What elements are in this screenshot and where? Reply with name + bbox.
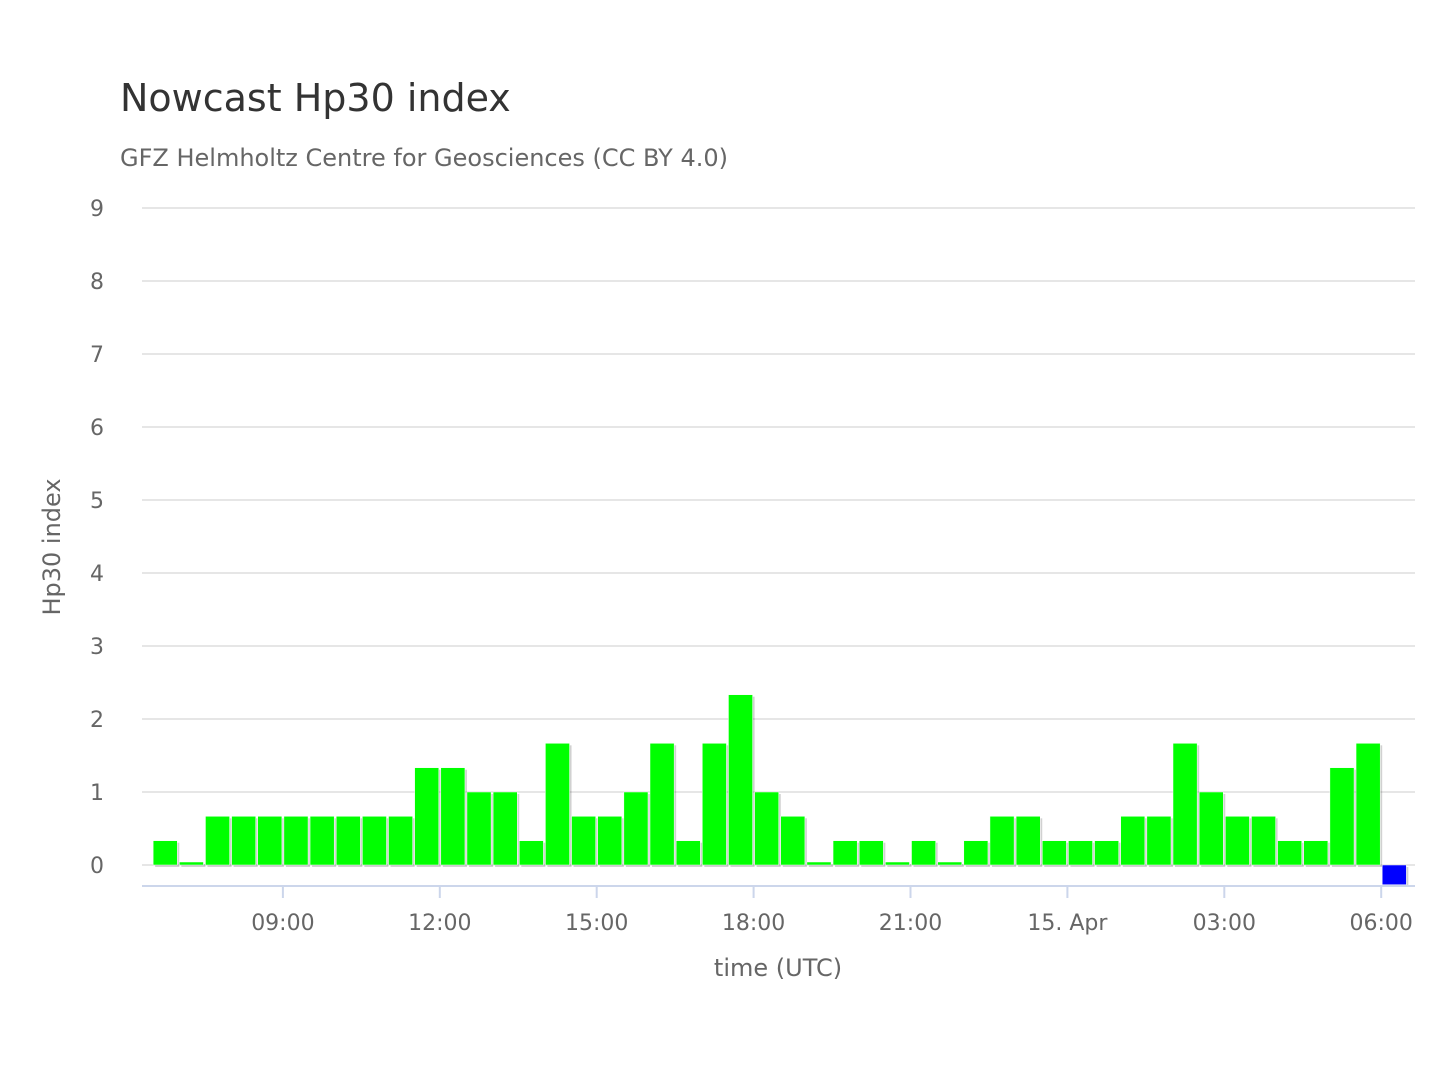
bar[interactable] bbox=[309, 816, 335, 866]
bar[interactable] bbox=[1329, 767, 1355, 866]
bar-shadow bbox=[181, 864, 206, 867]
bar[interactable] bbox=[649, 743, 675, 866]
y-tick-label: 1 bbox=[90, 781, 104, 806]
bar[interactable] bbox=[414, 767, 440, 866]
bar[interactable] bbox=[832, 840, 858, 866]
x-tick-label: 15. Apr bbox=[1027, 911, 1108, 936]
x-tick-label: 03:00 bbox=[1193, 911, 1256, 936]
bar[interactable] bbox=[440, 767, 466, 866]
bar[interactable] bbox=[1120, 816, 1146, 866]
bar[interactable] bbox=[545, 743, 570, 866]
chart-subtitle: GFZ Helmholtz Centre for Geosciences (CC… bbox=[120, 144, 729, 172]
bar[interactable] bbox=[257, 816, 283, 866]
bar[interactable] bbox=[1042, 840, 1067, 866]
y-tick-label: 5 bbox=[90, 489, 104, 514]
bar[interactable] bbox=[362, 816, 387, 866]
bar[interactable] bbox=[1068, 840, 1093, 866]
bar[interactable] bbox=[754, 791, 779, 866]
bar[interactable] bbox=[1277, 840, 1302, 866]
y-tick-label: 9 bbox=[90, 197, 104, 222]
bar[interactable] bbox=[597, 816, 623, 866]
bar[interactable] bbox=[205, 816, 230, 866]
x-tick-label: 18:00 bbox=[722, 911, 785, 936]
y-tick-label: 6 bbox=[90, 416, 104, 441]
bar[interactable] bbox=[885, 861, 910, 866]
bar[interactable] bbox=[963, 840, 989, 866]
y-tick-label: 3 bbox=[90, 635, 104, 660]
bar-pending[interactable] bbox=[1381, 864, 1407, 885]
bar[interactable] bbox=[937, 861, 963, 866]
bar-shadow bbox=[939, 864, 964, 867]
bar[interactable] bbox=[231, 816, 257, 866]
bar[interactable] bbox=[466, 791, 492, 866]
bar[interactable] bbox=[1303, 840, 1329, 866]
y-tick-label: 2 bbox=[90, 708, 104, 733]
bar[interactable] bbox=[728, 694, 753, 866]
bar[interactable] bbox=[1355, 743, 1381, 866]
bar[interactable] bbox=[388, 816, 413, 866]
bar[interactable] bbox=[283, 816, 309, 866]
x-tick-label: 09:00 bbox=[251, 911, 314, 936]
y-tick-label: 7 bbox=[90, 343, 104, 368]
x-tick-label: 12:00 bbox=[408, 911, 471, 936]
bar[interactable] bbox=[806, 861, 832, 866]
bar[interactable] bbox=[1094, 840, 1119, 866]
bar[interactable] bbox=[179, 861, 204, 866]
y-tick-label: 0 bbox=[90, 854, 104, 879]
bar[interactable] bbox=[152, 840, 178, 866]
bar[interactable] bbox=[623, 791, 649, 866]
bar[interactable] bbox=[780, 816, 806, 866]
bar[interactable] bbox=[492, 791, 518, 866]
bar[interactable] bbox=[1015, 816, 1041, 866]
bar[interactable] bbox=[1251, 816, 1276, 866]
y-tick-label: 4 bbox=[90, 562, 104, 587]
bar[interactable] bbox=[702, 743, 727, 866]
y-tick-label: 8 bbox=[90, 270, 104, 295]
bar[interactable] bbox=[911, 840, 936, 866]
y-axis-label: Hp30 index bbox=[38, 478, 66, 615]
bar[interactable] bbox=[858, 840, 884, 866]
x-axis-label: time (UTC) bbox=[714, 954, 842, 982]
bar[interactable] bbox=[519, 840, 544, 866]
bar[interactable] bbox=[1146, 816, 1172, 866]
chart-title: Nowcast Hp30 index bbox=[120, 76, 511, 120]
bar[interactable] bbox=[571, 816, 596, 866]
bar[interactable] bbox=[335, 816, 361, 866]
bar[interactable] bbox=[675, 840, 701, 866]
bar-shadow bbox=[887, 864, 912, 867]
bar[interactable] bbox=[1198, 791, 1224, 866]
bar[interactable] bbox=[1225, 816, 1250, 866]
x-tick-label: 15:00 bbox=[565, 911, 628, 936]
bar[interactable] bbox=[1172, 743, 1198, 866]
x-tick-label: 06:00 bbox=[1349, 911, 1412, 936]
x-tick-label: 21:00 bbox=[879, 911, 942, 936]
bar[interactable] bbox=[989, 816, 1015, 866]
bar-shadow bbox=[808, 864, 834, 867]
